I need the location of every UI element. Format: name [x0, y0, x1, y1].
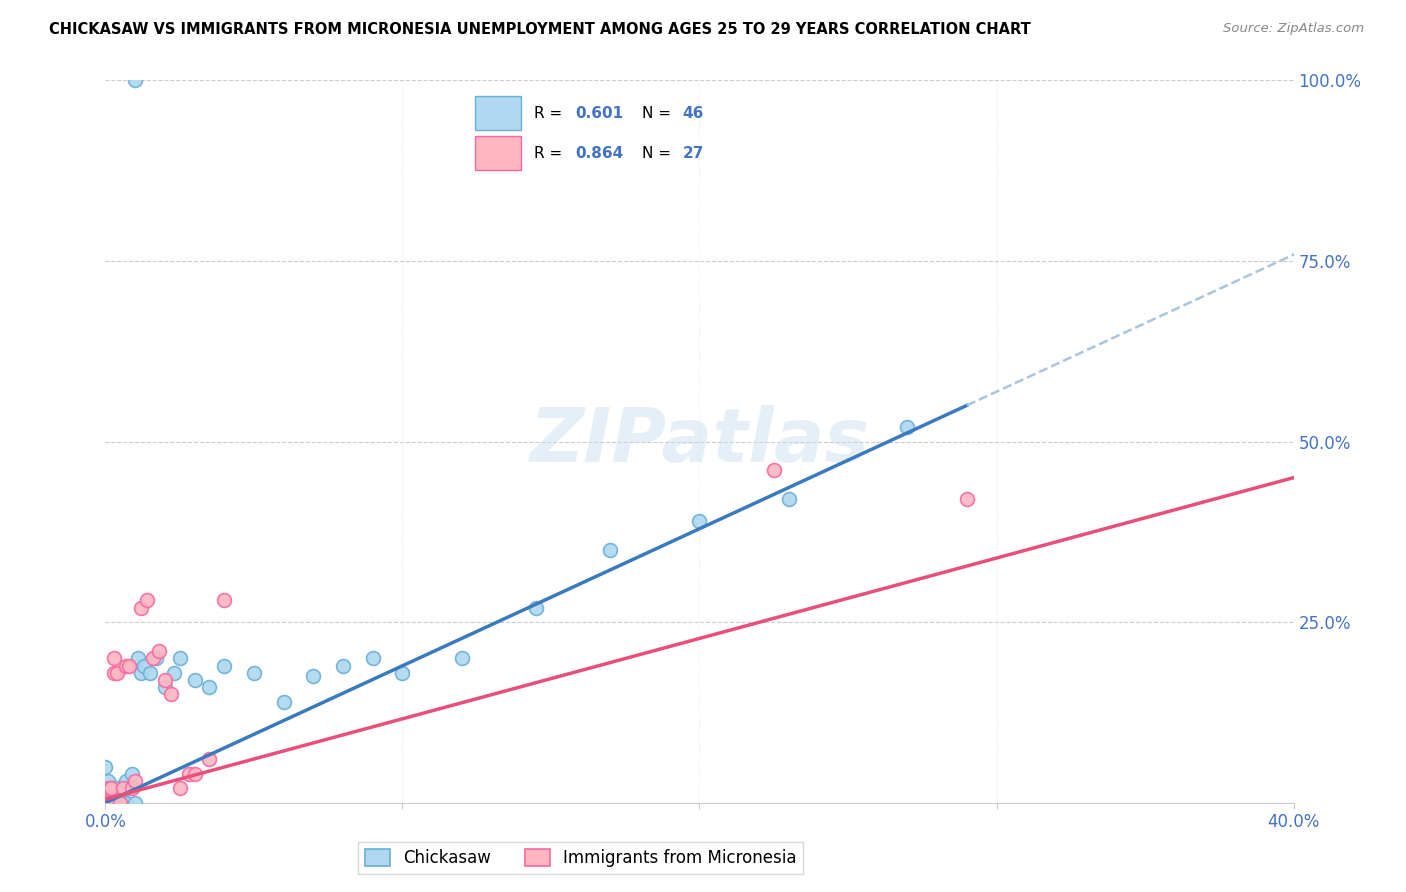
- Point: [110, 796, 132, 810]
- Point: [762, 463, 785, 477]
- Point: [273, 695, 295, 709]
- Point: [124, 774, 146, 789]
- Point: [148, 644, 170, 658]
- Point: [105, 665, 128, 680]
- Point: [778, 492, 800, 507]
- Point: [94, 789, 117, 803]
- Point: [159, 687, 181, 701]
- Point: [214, 658, 236, 673]
- Point: [121, 767, 143, 781]
- Text: Source: ZipAtlas.com: Source: ZipAtlas.com: [1223, 22, 1364, 36]
- Point: [361, 651, 384, 665]
- Point: [94, 796, 117, 810]
- Point: [121, 781, 143, 796]
- Point: [243, 665, 266, 680]
- Text: ZIPatlas: ZIPatlas: [530, 405, 869, 478]
- Point: [94, 781, 117, 796]
- Point: [599, 542, 621, 557]
- Point: [118, 781, 141, 796]
- Point: [103, 789, 125, 803]
- Text: CHICKASAW VS IMMIGRANTS FROM MICRONESIA UNEMPLOYMENT AMONG AGES 25 TO 29 YEARS C: CHICKASAW VS IMMIGRANTS FROM MICRONESIA …: [49, 22, 1031, 37]
- Point: [105, 781, 128, 796]
- Point: [124, 796, 146, 810]
- Point: [103, 651, 125, 665]
- Point: [391, 665, 413, 680]
- Point: [524, 600, 547, 615]
- Point: [127, 651, 149, 665]
- Point: [302, 669, 325, 683]
- Point: [129, 600, 152, 615]
- Point: [145, 651, 167, 665]
- Point: [110, 796, 132, 810]
- Point: [94, 789, 117, 803]
- Point: [169, 781, 191, 796]
- Legend: Chickasaw, Immigrants from Micronesia: Chickasaw, Immigrants from Micronesia: [359, 842, 803, 874]
- Point: [115, 658, 138, 673]
- Point: [153, 673, 176, 687]
- Point: [118, 658, 141, 673]
- Point: [214, 593, 236, 607]
- Point: [100, 781, 122, 796]
- Point: [153, 680, 176, 694]
- Point: [689, 514, 711, 528]
- Point: [110, 789, 132, 803]
- Point: [100, 796, 122, 810]
- Point: [124, 73, 146, 87]
- Point: [100, 781, 122, 796]
- Point: [115, 796, 138, 810]
- Point: [198, 752, 221, 766]
- Point: [132, 658, 155, 673]
- Point: [332, 658, 354, 673]
- Point: [177, 767, 200, 781]
- Point: [163, 665, 186, 680]
- Point: [94, 796, 117, 810]
- Point: [103, 665, 125, 680]
- Point: [129, 665, 152, 680]
- Point: [139, 665, 162, 680]
- Point: [956, 492, 979, 507]
- Point: [142, 651, 165, 665]
- Point: [97, 796, 120, 810]
- Point: [183, 767, 205, 781]
- Point: [450, 651, 472, 665]
- Point: [97, 774, 120, 789]
- Point: [112, 781, 135, 796]
- Point: [97, 789, 120, 803]
- Point: [115, 774, 138, 789]
- Point: [94, 760, 117, 774]
- Point: [97, 796, 120, 810]
- Point: [112, 796, 135, 810]
- Point: [198, 680, 221, 694]
- Point: [896, 420, 918, 434]
- Point: [105, 796, 128, 810]
- Point: [136, 593, 159, 607]
- Point: [103, 796, 125, 810]
- Point: [183, 673, 205, 687]
- Point: [97, 781, 120, 796]
- Point: [112, 781, 135, 796]
- Point: [169, 651, 191, 665]
